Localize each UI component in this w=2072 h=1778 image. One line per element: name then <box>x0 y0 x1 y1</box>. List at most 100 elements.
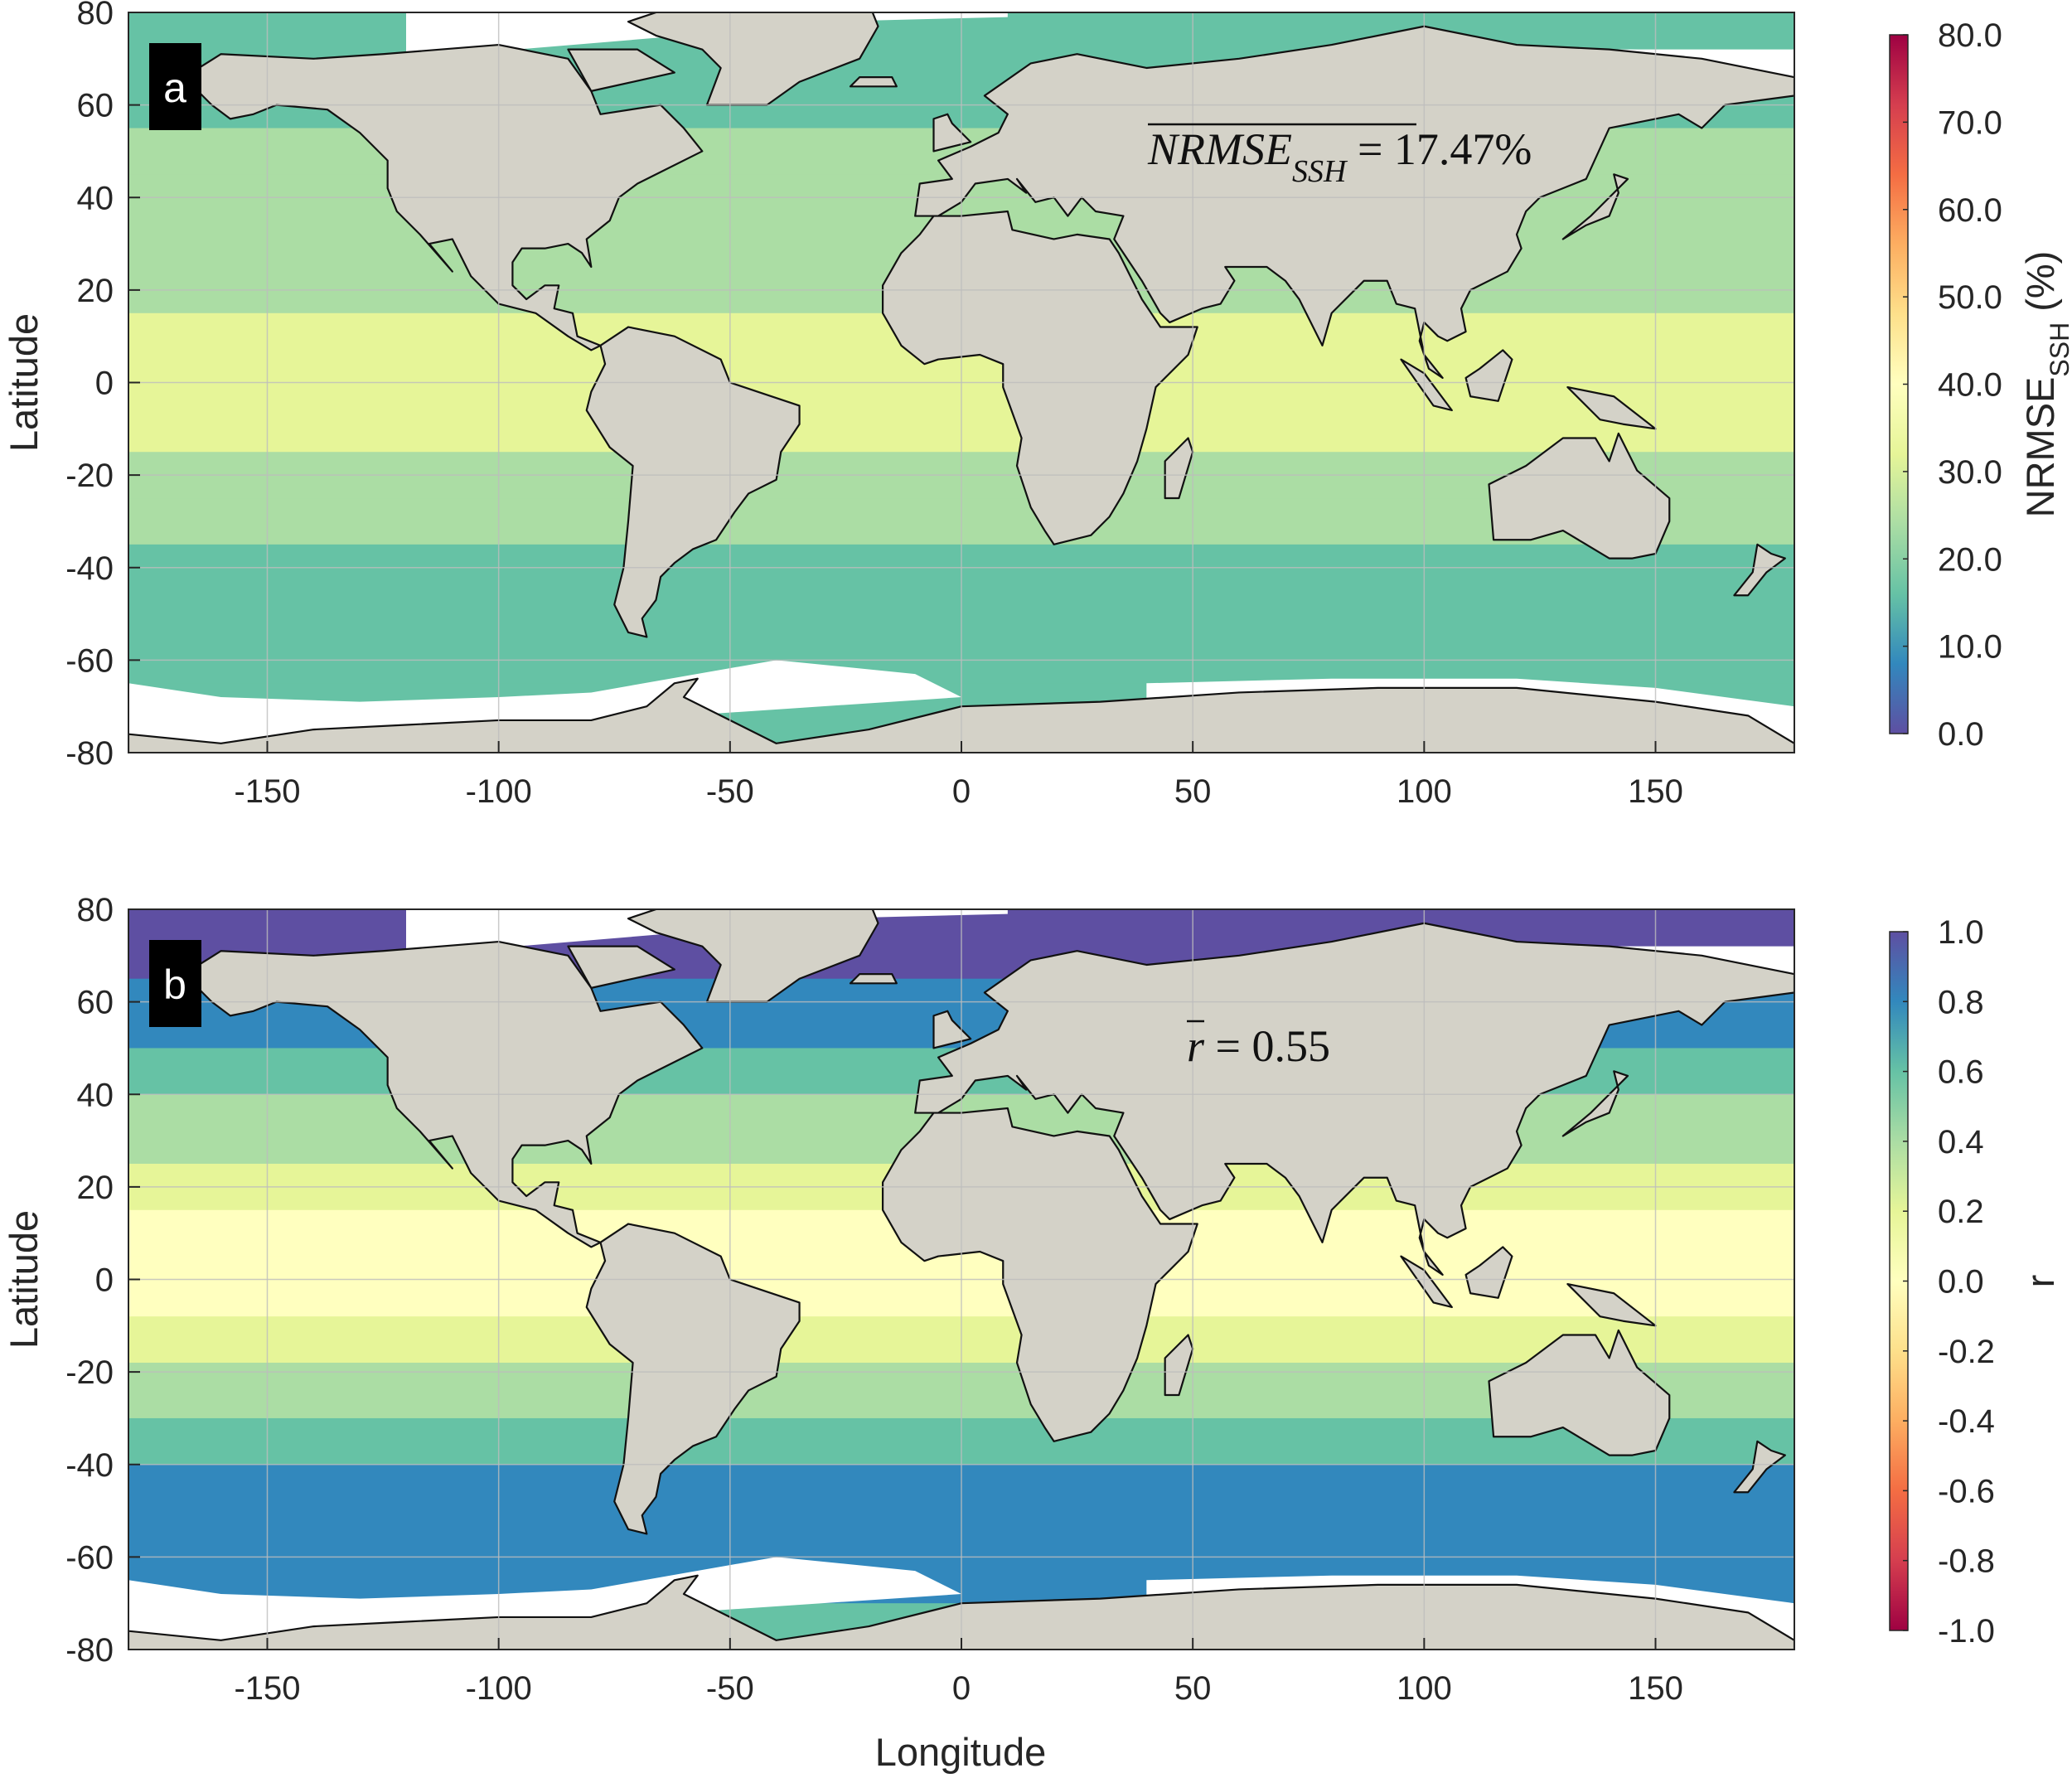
colorbar-tick-label: 70.0 <box>1938 104 2002 141</box>
land-sumatra <box>1400 1255 1453 1309</box>
colorbar-tick-label: 0.0 <box>1938 1264 1984 1301</box>
land-australia <box>1488 1329 1671 1456</box>
land-eurasia <box>914 922 1794 1277</box>
x-tick-label: 0 <box>952 1670 971 1707</box>
y-tick-label: -80 <box>65 735 114 772</box>
colorbar-tick-label: -0.4 <box>1938 1403 1995 1440</box>
mean-annotation-value: = 0.55 <box>1204 1021 1330 1071</box>
y-tick-label: -40 <box>65 550 114 587</box>
colorbar-tick-label: 20.0 <box>1938 541 2002 578</box>
land-baffin <box>567 48 675 92</box>
land-japan <box>1561 1070 1629 1137</box>
y-tick-label: 40 <box>77 180 114 216</box>
y-tick-label: 0 <box>95 366 114 402</box>
colorbar-tick-label: 40.0 <box>1938 367 2002 404</box>
land-eurasia <box>914 25 1794 380</box>
colorbar-tick-label: -0.2 <box>1938 1334 1995 1370</box>
colorbar-label-subscript: SSH <box>2045 322 2072 377</box>
land-australia <box>1488 432 1671 560</box>
x-tick-label: -50 <box>706 773 754 810</box>
x-tick-label: -150 <box>234 1670 300 1707</box>
no-data-region <box>406 909 1008 956</box>
land-south-america <box>585 1223 801 1535</box>
x-tick-label: -100 <box>466 773 532 810</box>
colorbar-tick-label: 1.0 <box>1938 914 1984 951</box>
x-tick-label: 150 <box>1628 1670 1683 1707</box>
x-tick-label: 50 <box>1174 773 1212 810</box>
colorbar-tick-label: 0.4 <box>1938 1124 1984 1160</box>
colorbar-tick-label: 0.2 <box>1938 1194 1984 1230</box>
colorbar-tick-label: 30.0 <box>1938 454 2002 491</box>
land-new-guinea <box>1566 1282 1657 1327</box>
panel-letter: b <box>163 962 186 1008</box>
x-axis-label: Longitude <box>875 1730 1046 1774</box>
y-tick-label: -20 <box>65 458 114 494</box>
land-madagascar <box>1164 437 1194 500</box>
mean-annotation-symbol: r <box>1187 1021 1205 1071</box>
colorbar-label: NRMSESSH (%) <box>2018 251 2072 518</box>
mean-annotation: r = 0.55 <box>1187 1021 1330 1071</box>
panel-letter: a <box>163 65 186 111</box>
land-sumatra <box>1400 358 1453 412</box>
y-tick-label: 60 <box>77 88 114 124</box>
x-tick-label: 150 <box>1628 773 1683 810</box>
mean-annotation: NRMSESSH = 17.47% <box>1147 124 1532 189</box>
y-tick-label: -40 <box>65 1447 114 1484</box>
panel-b: -150 -100 -50 0 50 100 150 80 60 40 20 0 -20 -40 -60 -8… <box>2 892 2062 1707</box>
x-tick-label: -150 <box>234 773 300 810</box>
y-tick-label: 80 <box>77 892 114 928</box>
colorbar-label-suffix: (%) <box>2018 251 2062 322</box>
land-greenland <box>627 12 879 106</box>
colorbar-tick-label: 10.0 <box>1938 629 2002 666</box>
land-south-america <box>585 326 801 638</box>
land-iceland <box>849 76 898 88</box>
x-tick-label: 100 <box>1397 1670 1452 1707</box>
y-axis-label: Latitude <box>2 313 46 452</box>
mean-annotation-symbol: NRMSE <box>1147 124 1292 174</box>
grid <box>128 909 1794 1650</box>
colorbar-label: r <box>2018 1275 2062 1288</box>
y-tick-label: -80 <box>65 1632 114 1669</box>
colorbar-tick-label: 0.6 <box>1938 1054 1984 1091</box>
x-tick-label: -50 <box>706 1670 754 1707</box>
panel-letter-box <box>149 940 201 1027</box>
colorbar-tick-label: 50.0 <box>1938 279 2002 316</box>
land-new-zealand <box>1733 1440 1786 1494</box>
y-tick-label: -60 <box>65 1539 114 1576</box>
y-tick-label: 20 <box>77 1170 114 1206</box>
land-borneo <box>1464 349 1513 402</box>
colorbar-tick-label: -0.6 <box>1938 1473 1995 1509</box>
colorbar-tick-label: 80.0 <box>1938 17 2002 54</box>
y-tick-label: 0 <box>95 1262 114 1299</box>
land-japan <box>1561 173 1629 240</box>
y-tick-label: 20 <box>77 273 114 309</box>
colorbar-tick-label: 0.8 <box>1938 984 1984 1020</box>
y-tick-label: 60 <box>77 985 114 1021</box>
colorbar-tick-label: -0.8 <box>1938 1543 1995 1580</box>
panel-a: -150 -100 -50 0 50 100 150 80 60 40 20 0 -20 -40 -60 -8… <box>2 0 2072 810</box>
land-borneo <box>1464 1246 1513 1299</box>
colorbar-label-main: NRMSE <box>2018 377 2062 518</box>
colorbar-tick-label: 60.0 <box>1938 192 2002 229</box>
colorbar-tick-label: 0.0 <box>1938 716 1984 753</box>
y-axis-label: Latitude <box>2 1210 46 1349</box>
y-tick-label: -60 <box>65 642 114 679</box>
x-tick-label: 0 <box>952 773 971 810</box>
colorbar-tick-label: -1.0 <box>1938 1613 1995 1650</box>
grid <box>128 12 1794 753</box>
land-greenland <box>627 909 879 1003</box>
y-tick-label: -20 <box>65 1354 114 1391</box>
x-tick-label: 100 <box>1397 773 1452 810</box>
mean-annotation-value: = 17.47% <box>1346 124 1532 174</box>
panel-letter-box <box>149 43 201 130</box>
no-data-region <box>406 12 1008 59</box>
y-tick-label: 40 <box>77 1077 114 1113</box>
mean-annotation-subscript: SSH <box>1292 154 1348 189</box>
land-iceland <box>849 973 898 985</box>
y-tick-label: 80 <box>77 0 114 31</box>
land-new-zealand <box>1733 543 1786 597</box>
land-baffin <box>567 945 675 989</box>
x-tick-label: -100 <box>466 1670 532 1707</box>
x-tick-label: 50 <box>1174 1670 1212 1707</box>
